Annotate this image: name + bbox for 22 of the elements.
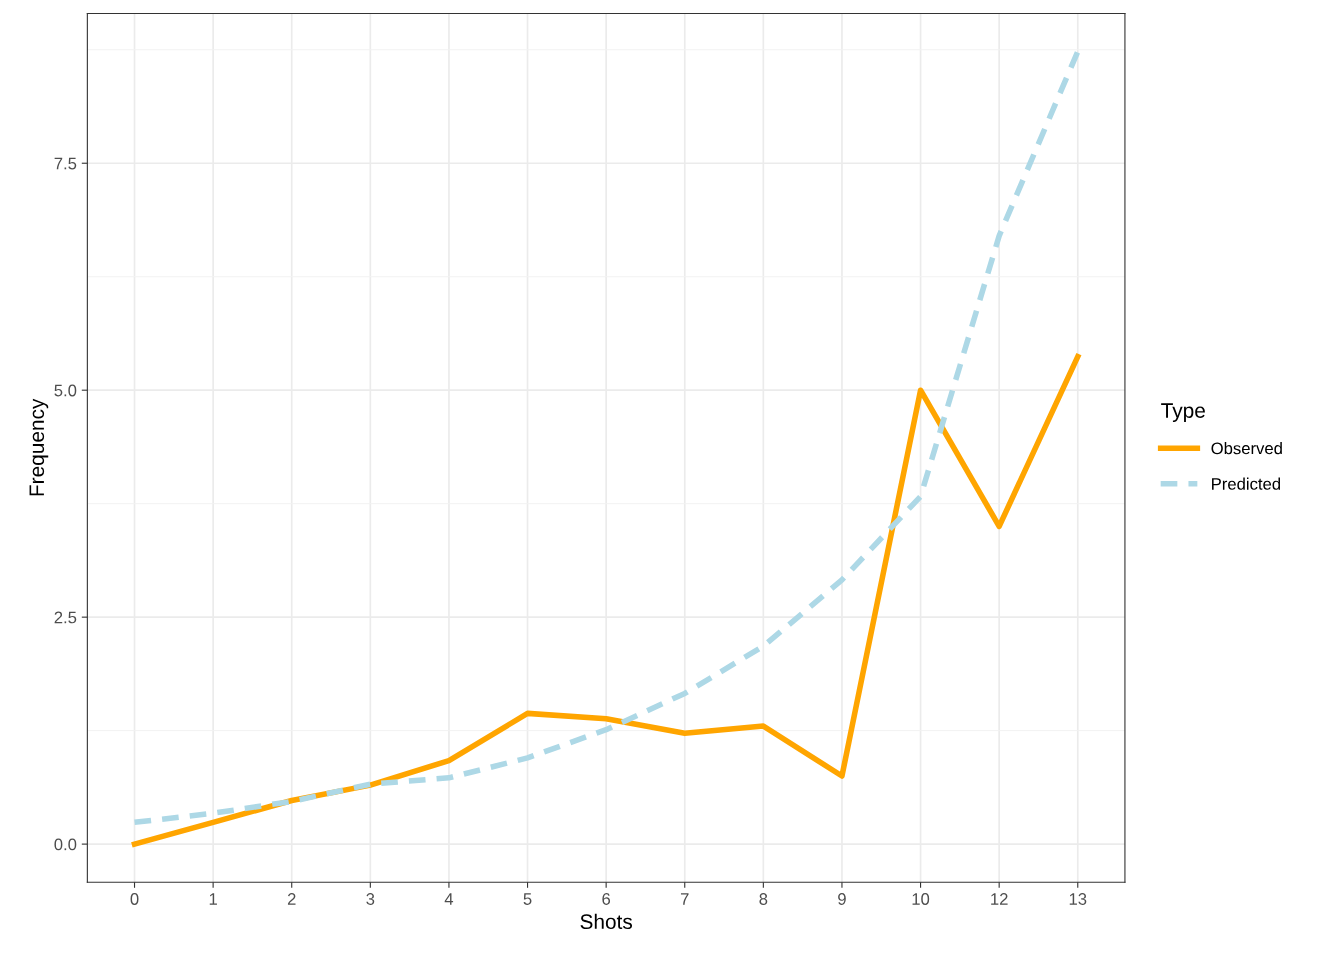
x-tick-label: 10 xyxy=(912,893,930,905)
x-tick-label: 8 xyxy=(759,893,768,905)
y-tick-label: 5.0 xyxy=(54,384,77,397)
x-tick-label: 1 xyxy=(209,893,217,905)
x-tick-label: 2 xyxy=(287,893,296,905)
x-tick-label: 9 xyxy=(838,893,846,905)
x-tick-label: 5 xyxy=(523,893,532,905)
y-tick-label: 0.0 xyxy=(54,838,77,851)
y-axis-title: Frequency xyxy=(29,398,49,496)
y-tick-label: 2.5 xyxy=(54,611,77,624)
legend-title: Type xyxy=(1161,403,1205,423)
x-tick-label: 4 xyxy=(444,893,454,905)
x-tick-label: 7 xyxy=(680,893,689,905)
x-tick-label: 3 xyxy=(366,893,375,905)
x-tick-label: 12 xyxy=(991,893,1008,905)
legend-label: Observed xyxy=(1211,442,1282,455)
x-tick-label: 6 xyxy=(602,893,611,905)
legend-label: Predicted xyxy=(1212,477,1281,490)
x-tick-label: 0 xyxy=(130,893,139,905)
x-axis-title: Shots xyxy=(580,913,633,930)
y-tick-label: 7.5 xyxy=(54,157,77,170)
x-tick-label: 13 xyxy=(1069,893,1087,905)
